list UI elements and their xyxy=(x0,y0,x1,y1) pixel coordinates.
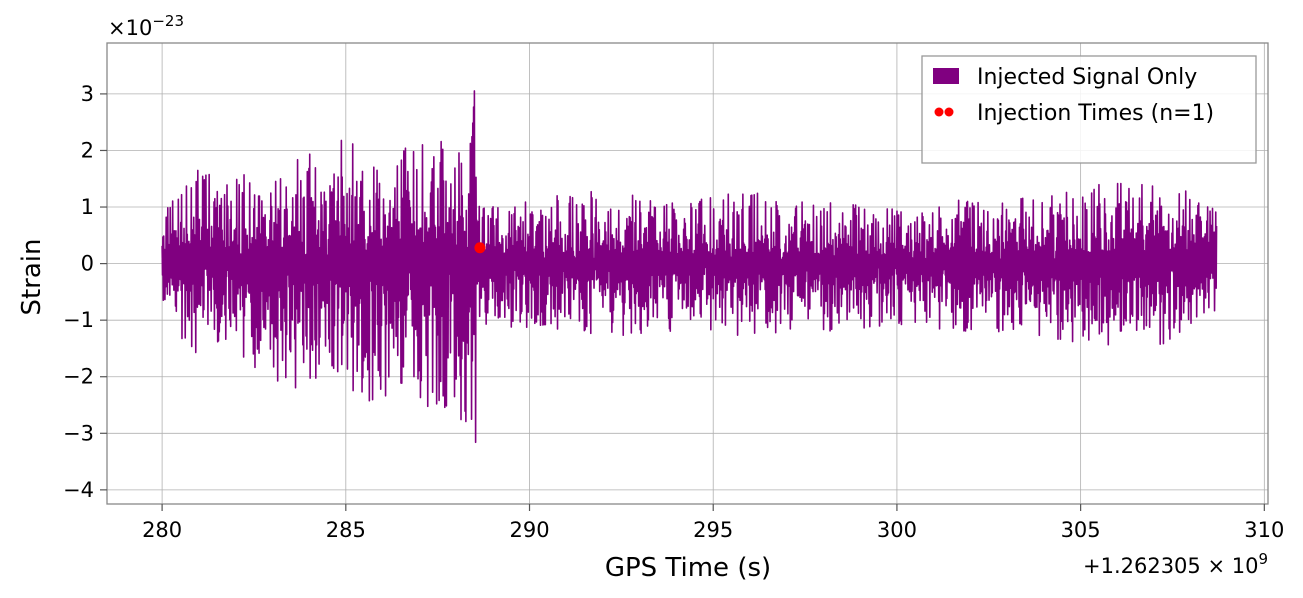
y-axis-label: Strain xyxy=(17,238,47,315)
x-axis-ticks: 280 285 290 295 300 305 310 xyxy=(142,504,1284,542)
y-tick-label: −1 xyxy=(63,308,94,332)
y-tick-label: 2 xyxy=(81,138,94,162)
x-tick-label: 280 xyxy=(142,518,182,542)
y-tick-label: −2 xyxy=(63,365,94,389)
x-tick-label: 310 xyxy=(1244,518,1284,542)
x-tick-label: 300 xyxy=(877,518,917,542)
y-tick-label: 3 xyxy=(81,82,94,106)
legend-swatch-signal xyxy=(933,68,959,84)
y-axis-ticks: −4 −3 −2 −1 0 1 2 3 xyxy=(63,82,107,502)
y-tick-label: 1 xyxy=(81,195,94,219)
y-scale-label: ×10−23 xyxy=(108,12,184,40)
x-tick-label: 295 xyxy=(693,518,733,542)
legend-swatch-injection-2 xyxy=(944,107,954,117)
legend-swatch-injection-1 xyxy=(934,107,944,117)
x-tick-label: 285 xyxy=(326,518,366,542)
legend-label-signal: Injected Signal Only xyxy=(977,65,1197,90)
injected-signal-series xyxy=(161,90,1218,444)
injection-marker xyxy=(474,242,486,254)
y-tick-label: −4 xyxy=(63,478,94,502)
y-tick-label: 0 xyxy=(81,252,94,276)
legend-label-injection: Injection Times (n=1) xyxy=(977,101,1214,126)
x-axis-label: GPS Time (s) xyxy=(605,553,771,583)
plot-frame xyxy=(106,42,1269,505)
injection-markers xyxy=(474,242,486,254)
y-tick-label: −3 xyxy=(63,421,94,445)
x-tick-label: 290 xyxy=(509,518,549,542)
x-offset-label: +1.262305 × 109 xyxy=(1083,550,1268,578)
x-tick-label: 305 xyxy=(1061,518,1101,542)
plot-area xyxy=(161,90,1218,444)
legend-box xyxy=(921,55,1257,164)
legend: Injected Signal Only Injection Times (n=… xyxy=(921,55,1257,164)
